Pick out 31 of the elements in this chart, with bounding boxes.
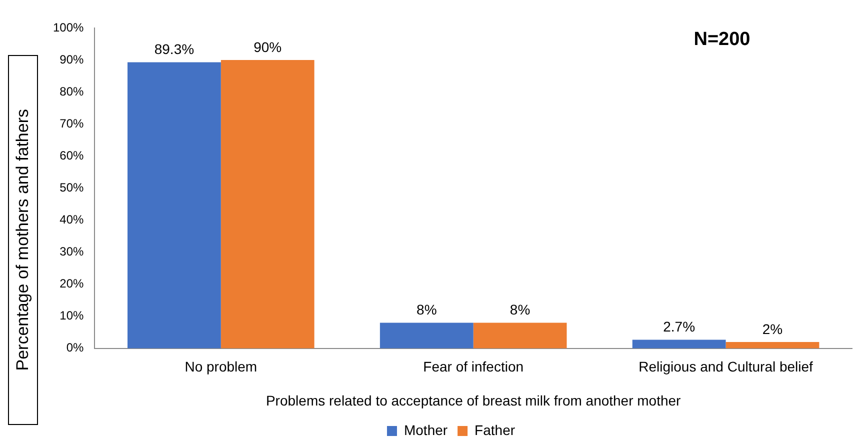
y-tick-label: 70%: [60, 116, 84, 130]
y-tick-label: 60%: [60, 148, 84, 162]
data-label: 8%: [416, 302, 437, 318]
legend-label: Father: [474, 422, 516, 438]
x-tick-label: Religious and Cultural belief: [638, 358, 814, 375]
annotation: N=200: [694, 29, 750, 50]
data-label: 2.7%: [663, 318, 696, 335]
y-tick-label: 0%: [66, 340, 84, 355]
y-tick-label: 40%: [60, 212, 84, 227]
bar: [632, 340, 726, 348]
y-tick-label: 10%: [60, 308, 84, 323]
bar: [473, 322, 567, 348]
data-label: 90%: [254, 38, 282, 55]
y-tick-label: 80%: [60, 84, 84, 98]
y-axis-title: Percentage of mothers and fathers: [13, 109, 33, 371]
x-tick-label: Fear of infection: [423, 358, 524, 375]
bar: [726, 342, 820, 348]
y-tick-label: 50%: [60, 180, 84, 195]
data-label: 8%: [510, 302, 530, 318]
y-tick-label: 100%: [52, 20, 84, 34]
y-tick-label: 20%: [60, 276, 84, 291]
legend-label: Mother: [404, 422, 448, 438]
bar: [128, 62, 221, 348]
x-tick-label: No problem: [184, 358, 258, 375]
data-label: 89.3%: [154, 41, 194, 58]
x-axis-title: Problems related to acceptance of breast milk from another mother: [266, 392, 682, 408]
bar: [220, 60, 314, 348]
y-tick-label: 90%: [60, 52, 84, 66]
y-tick-label: 30%: [60, 244, 84, 259]
bar: [380, 322, 474, 348]
data-label: 2%: [762, 320, 783, 337]
